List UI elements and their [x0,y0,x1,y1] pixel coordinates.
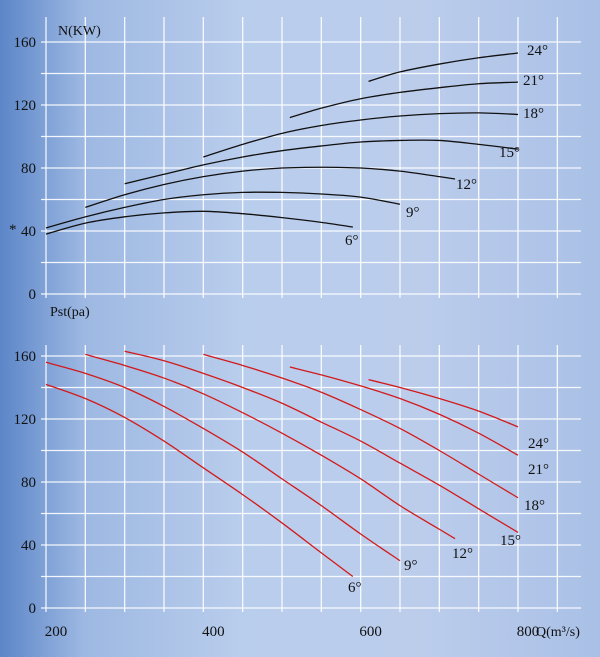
pressure-y-tick-label: 160 [14,349,37,365]
pressure-curve-15deg [124,350,519,533]
pressure-curve-18deg [203,353,519,499]
x-tick-label: 800 [517,624,540,640]
power-curve-label: 15° [499,145,520,161]
pressure-y-tick-label: 0 [29,601,37,617]
power-curve-label: 9° [406,205,420,221]
chart-curves [45,52,519,578]
power-stray-mark: * [9,222,17,238]
pressure-y-tick-label: 120 [14,412,37,428]
power-curve-15deg [124,139,519,185]
power-curve-label: 12° [456,177,477,193]
power-curve-label: 24° [527,43,548,59]
power-axis-title: N(KW) [58,24,101,39]
power-y-tick-label: 0 [29,287,37,303]
pressure-curve-12deg [85,353,456,540]
power-y-tick-label: 160 [14,35,37,51]
pressure-curve-6deg [45,383,354,578]
x-axis-title: Q(m³/s) [536,625,580,640]
pressure-curve-label: 9° [404,558,418,574]
x-tick-label: 400 [202,624,225,640]
power-y-tick-label: 120 [14,98,37,114]
power-curve-label: 18° [523,106,544,122]
pressure-curve-24deg [368,378,519,428]
power-curve-24deg [368,52,519,82]
power-curve-12deg [85,166,456,208]
power-curve-21deg [289,81,519,119]
power-curve-9deg [45,191,401,229]
power-curve-label: 21° [523,73,544,89]
x-tick-label: 200 [45,624,68,640]
pressure-curve-label: 12° [452,546,473,562]
pressure-curve-label: 18° [524,498,545,514]
pressure-axis-title: Pst(pa) [50,305,90,320]
power-y-tick-label: 80 [21,161,36,177]
pressure-y-tick-label: 80 [21,475,36,491]
chart-grid [41,17,581,612]
chart-labels: 0 40 80 120 160 0 40 80 120 160 * 200 400 600 800 N(KW)… [9,24,580,640]
pressure-curve-9deg [45,361,401,562]
power-y-tick-label: 40 [21,224,36,240]
pressure-curve-label: 15° [500,533,521,549]
pressure-curve-label: 21° [528,462,549,478]
power-curve-18deg [203,112,519,158]
pressure-y-tick-label: 40 [21,538,36,554]
pressure-curve-21deg [289,366,519,456]
power-curve-6deg [45,210,353,235]
pressure-curve-label: 24° [528,436,549,452]
power-curve-label: 6° [345,233,359,249]
pressure-curve-label: 6° [348,580,362,596]
x-tick-label: 600 [359,624,382,640]
